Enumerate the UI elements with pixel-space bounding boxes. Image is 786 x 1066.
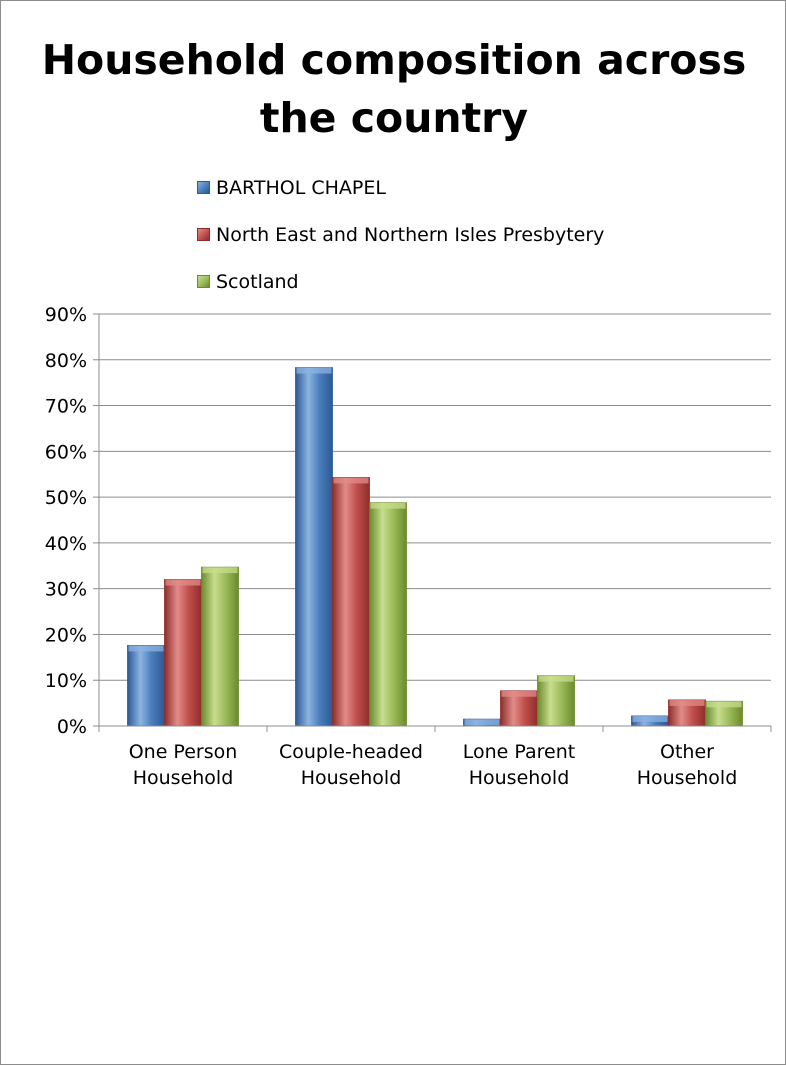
legend-swatch-barthol-chapel [197,181,210,194]
y-tick-label: 40% [45,533,87,555]
y-tick-label: 50% [45,487,87,509]
y-tick-label: 80% [45,350,87,372]
bar-bevel [501,690,537,697]
chart-title-line-2: the country [259,94,529,142]
legend-label-presbytery: North East and Northern Isles Presbytery [216,223,605,246]
x-tick-label: Household [133,767,234,789]
bar-bevel [464,719,500,726]
bar [537,675,575,727]
bar-bevel [128,645,164,652]
bar-bevel [333,477,369,484]
y-tick-label: 90% [45,304,87,326]
bar [332,477,370,727]
tick-labels: 0% 10% 20% 30% 40% 50% 60% 70% 80% 90% One Person H… [45,304,738,789]
legend-item-scotland: Scotland [197,258,604,305]
legend-label-barthol-chapel: BARTHOL CHAPEL [216,176,386,199]
x-tick-label: One Person [129,741,238,763]
bar-bevel [538,675,574,682]
bar-bevel [706,701,742,708]
chart-title: Household composition across the country [41,31,747,147]
y-tick-label: 10% [45,670,87,692]
axes [93,313,772,732]
legend-item-barthol-chapel: BARTHOL CHAPEL [197,164,604,211]
bar-bevel [669,699,705,706]
x-tick-label: Household [469,767,570,789]
legend-item-presbytery: North East and Northern Isles Presbytery [197,211,604,258]
y-tick-label: 0% [57,716,87,738]
x-tick-label: Lone Parent [463,741,575,763]
x-tick-label: Household [637,767,738,789]
bars [127,367,743,727]
x-tick-label: Household [301,767,402,789]
legend: BARTHOL CHAPEL North East and Northern I… [197,164,604,305]
bar [164,579,202,727]
bar [369,502,407,727]
y-tick-label: 20% [45,624,87,646]
bar [127,645,165,727]
bar-bevel [370,502,406,509]
bar-bevel [632,715,668,722]
chart-title-line-1: Household composition across [41,36,747,84]
legend-label-scotland: Scotland [216,270,299,293]
bar-bevel [296,367,332,374]
y-tick-label: 30% [45,579,87,601]
x-tick-label: Other [660,741,714,763]
bar-bevel [202,567,238,574]
bar [201,566,239,727]
y-tick-label: 60% [45,441,87,463]
legend-swatch-presbytery [197,228,210,241]
x-tick-label: Couple-headed [279,741,423,763]
bar [295,367,333,727]
y-tick-label: 70% [45,396,87,418]
legend-swatch-scotland [197,275,210,288]
bar-bevel [165,579,201,586]
